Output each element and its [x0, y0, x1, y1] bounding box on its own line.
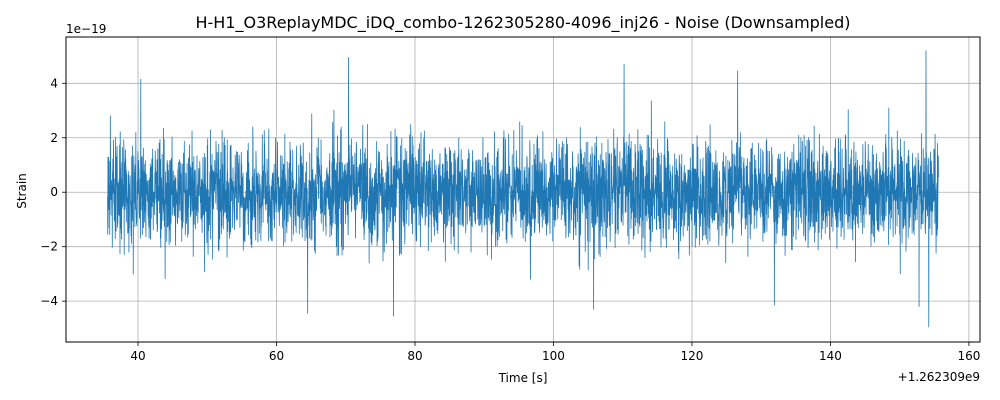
chart-title: H-H1_O3ReplayMDC_iDQ_combo-1262305280-40… [196, 13, 851, 33]
x-offset-label: +1.262309e9 [898, 370, 980, 384]
x-axis-label: Time [s] [498, 371, 548, 385]
y-axis-label: Strain [15, 173, 29, 209]
y-tick-label: 2 [50, 131, 58, 145]
y-tick-label: −2 [40, 240, 58, 254]
strain-series-line [107, 50, 939, 328]
x-tick-label: 100 [542, 349, 565, 363]
axis-ticks: 40 60 80 100 120 140 160 −4 −2 0 2 4 [40, 76, 980, 363]
axes-frame [65, 36, 981, 343]
y-tick-label: −4 [40, 294, 58, 308]
x-tick-label: 120 [680, 349, 703, 363]
plot-area [107, 50, 939, 328]
x-tick-label: 140 [819, 349, 842, 363]
x-tick-label: 60 [269, 349, 284, 363]
y-tick-label: 0 [50, 185, 58, 199]
y-tick-label: 4 [50, 76, 58, 90]
x-tick-label: 80 [407, 349, 422, 363]
x-tick-label: 40 [130, 349, 145, 363]
x-tick-label: 160 [957, 349, 980, 363]
y-scale-offset-label: 1e−19 [66, 22, 106, 36]
